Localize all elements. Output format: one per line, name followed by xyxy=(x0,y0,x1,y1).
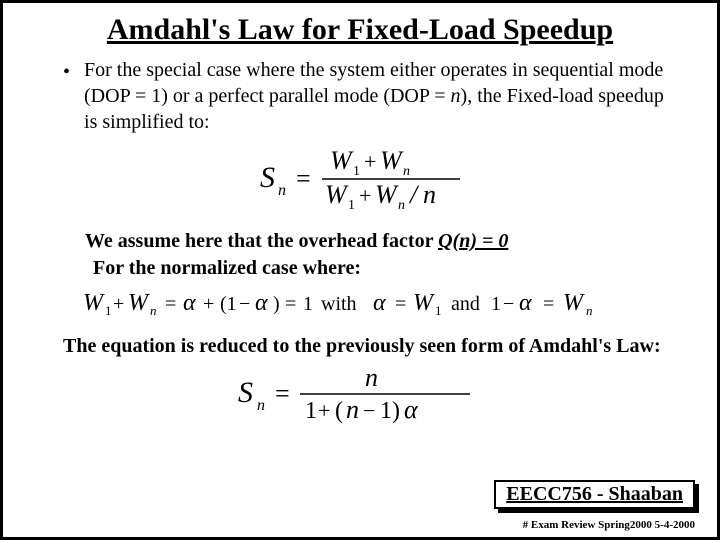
svg-text:=: = xyxy=(543,293,554,315)
svg-text:α: α xyxy=(519,290,532,316)
svg-text:1: 1 xyxy=(348,198,355,213)
bullet-1-text: For the special case where the system ei… xyxy=(84,57,677,135)
svg-text:(: ( xyxy=(335,398,343,424)
svg-text:W: W xyxy=(330,146,354,175)
svg-text:n: n xyxy=(365,363,378,392)
slide-title: Amdahl's Law for Fixed-Load Speedup xyxy=(3,13,717,47)
svg-text:−: − xyxy=(239,293,250,315)
svg-text:n: n xyxy=(150,303,157,318)
svg-text:=: = xyxy=(296,164,311,193)
svg-text:W: W xyxy=(128,290,150,316)
assume-pre: We assume here that the overhead factor xyxy=(85,230,438,252)
svg-text:n: n xyxy=(403,164,410,179)
reduced-span: The equation is reduced to the previousl… xyxy=(63,335,661,357)
svg-text:=: = xyxy=(395,293,406,315)
equation-2: W 1 + W n = α + (1 − α ) = 1 with α = W … xyxy=(3,288,717,325)
bullet-1-n: n xyxy=(451,85,461,107)
svg-text:W: W xyxy=(325,180,349,209)
svg-text:W: W xyxy=(83,290,105,316)
reduced-text: The equation is reduced to the previousl… xyxy=(3,333,717,360)
svg-text:1: 1 xyxy=(305,398,317,424)
svg-text:=: = xyxy=(285,293,296,315)
svg-text:=: = xyxy=(165,293,176,315)
svg-text:1: 1 xyxy=(435,303,442,318)
svg-text:n: n xyxy=(423,180,436,209)
svg-text:α: α xyxy=(183,290,196,316)
svg-text:n: n xyxy=(346,395,359,424)
svg-text:1): 1) xyxy=(380,398,400,424)
svg-text:1: 1 xyxy=(491,293,501,315)
svg-text:+: + xyxy=(203,293,214,315)
svg-text:+: + xyxy=(364,149,376,174)
equation-3: S n = n 1 + ( n − 1) α xyxy=(3,362,717,431)
footer-line: # Exam Review Spring2000 5-4-2000 xyxy=(523,519,695,531)
svg-text:+: + xyxy=(113,293,124,315)
svg-text:n: n xyxy=(398,198,405,213)
svg-text:W: W xyxy=(413,290,435,316)
svg-text:n: n xyxy=(257,397,265,414)
svg-text:+: + xyxy=(318,398,330,423)
svg-text:=: = xyxy=(275,379,290,408)
svg-text:−: − xyxy=(503,293,514,315)
svg-text:(1: (1 xyxy=(220,293,237,315)
assume-q: Q(n) = 0 xyxy=(438,230,508,252)
svg-text:and: and xyxy=(451,293,480,315)
svg-text:+: + xyxy=(359,183,371,208)
svg-text:with: with xyxy=(321,293,357,315)
equation-3-svg: S n = n 1 + ( n − 1) α xyxy=(220,362,500,426)
footer-box: EECC756 - Shaaban xyxy=(494,480,695,509)
svg-text:n: n xyxy=(586,303,593,318)
equation-1-svg: S n = W 1 + W n W 1 + W n / n xyxy=(240,143,480,213)
svg-text:1: 1 xyxy=(303,293,313,315)
equation-2-svg: W 1 + W n = α + (1 − α ) = 1 with α = W … xyxy=(83,288,643,320)
svg-text:α: α xyxy=(404,395,419,424)
svg-text:W: W xyxy=(563,290,585,316)
svg-text:W: W xyxy=(375,180,399,209)
normalized-span: For the normalized case where: xyxy=(93,257,361,279)
svg-text:S: S xyxy=(238,376,253,409)
svg-text:W: W xyxy=(380,146,404,175)
svg-text:1: 1 xyxy=(105,303,112,318)
svg-text:α: α xyxy=(255,290,268,316)
equation-1: S n = W 1 + W n W 1 + W n / n xyxy=(3,143,717,218)
slide-frame: Amdahl's Law for Fixed-Load Speedup • Fo… xyxy=(0,0,720,540)
svg-text:α: α xyxy=(373,290,386,316)
svg-text:−: − xyxy=(363,398,375,423)
svg-text:S: S xyxy=(260,161,275,194)
bullet-1: • For the special case where the system … xyxy=(3,57,717,135)
assume-text: We assume here that the overhead factor … xyxy=(3,228,717,255)
svg-text:): ) xyxy=(273,293,280,315)
bullet-marker: • xyxy=(63,59,70,85)
svg-text:n: n xyxy=(278,182,286,199)
svg-text:/: / xyxy=(408,180,420,209)
normalized-text: For the normalized case where: xyxy=(3,255,717,282)
svg-text:1: 1 xyxy=(353,164,360,179)
